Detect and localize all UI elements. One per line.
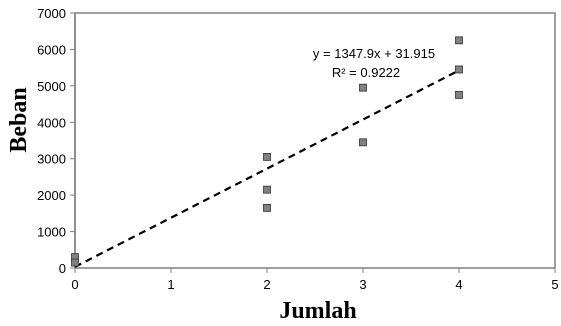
y-tick-label: 6000	[37, 42, 66, 57]
x-tick-label: 4	[455, 277, 462, 292]
y-tick-label: 7000	[37, 6, 66, 21]
y-tick-label: 1000	[37, 225, 66, 240]
y-tick-label: 2000	[37, 188, 66, 203]
x-tick-label: 1	[167, 277, 174, 292]
y-tick-label: 0	[59, 261, 66, 276]
data-point	[263, 185, 271, 194]
x-tick-label: 2	[263, 277, 270, 292]
axes: 0 1000 2000 3000 4000 5000 6000 7000 0 1 2 3 4 5	[37, 6, 559, 292]
data-point	[455, 36, 463, 45]
trendline-equation: y = 1347.9x + 31.915	[313, 46, 435, 61]
x-axis-title: Jumlah	[279, 298, 356, 324]
y-tick-label: 4000	[37, 115, 66, 130]
x-tick-label: 5	[551, 277, 558, 292]
data-point	[455, 65, 463, 74]
data-point	[71, 258, 79, 267]
x-tick-label: 0	[71, 277, 78, 292]
data-point	[263, 152, 271, 161]
data-points	[71, 36, 463, 267]
data-point	[359, 138, 367, 147]
data-point	[455, 91, 463, 99]
y-axis-title: Beban	[6, 87, 32, 152]
y-tick-label: 3000	[37, 152, 66, 167]
trendline-r-squared: R² = 0.9222	[332, 65, 400, 80]
y-tick-label: 5000	[37, 79, 66, 94]
data-point	[359, 83, 367, 92]
x-tick-label: 3	[359, 277, 366, 292]
data-point	[263, 203, 271, 212]
